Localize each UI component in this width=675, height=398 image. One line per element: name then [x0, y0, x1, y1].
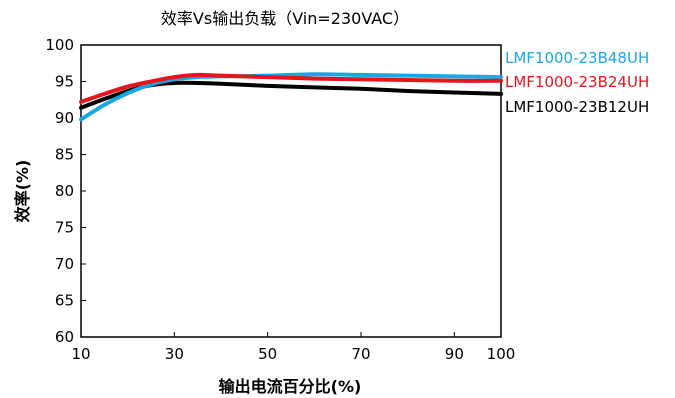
- y-tick-label: 90: [55, 109, 74, 127]
- y-tick-label: 65: [55, 292, 74, 310]
- x-tick-label: 70: [351, 345, 370, 363]
- y-tick-label: 95: [55, 73, 74, 91]
- x-axis-label: 输出电流百分比(%): [219, 377, 362, 396]
- legend-entry: LMF1000-23B48UH: [505, 49, 649, 67]
- chart-title: 效率Vs输出负载（Vin=230VAC）: [161, 9, 409, 28]
- legend: LMF1000-23B48UH LMF1000-23B24UH LMF1000-23…: [505, 49, 649, 116]
- legend-entry: LMF1000-23B12UH: [505, 98, 649, 116]
- y-tick-label: 100: [45, 36, 74, 54]
- x-tick-label: 90: [445, 345, 464, 363]
- x-tick-label: 50: [258, 345, 277, 363]
- x-axis-ticks: 10 30 50 70 90 100: [71, 332, 515, 363]
- series-line-lmf1000-23b12uh: [79, 80, 503, 110]
- y-axis-ticks: 60 65 70 75 80 85 90 95 100: [45, 36, 86, 346]
- y-tick-label: 70: [55, 255, 74, 273]
- x-tick-label: 30: [165, 345, 184, 363]
- series-line-lmf1000-23b24uh: [79, 72, 503, 104]
- x-tick-label: 100: [487, 345, 516, 363]
- x-tick-label: 10: [71, 345, 90, 363]
- legend-entry: LMF1000-23B24UH: [505, 73, 649, 91]
- y-tick-label: 60: [55, 328, 74, 346]
- y-tick-label: 80: [55, 182, 74, 200]
- y-tick-label: 75: [55, 219, 74, 237]
- y-axis-label: 效率(%): [13, 160, 32, 223]
- series-lines: [79, 72, 503, 122]
- y-tick-label: 85: [55, 146, 74, 164]
